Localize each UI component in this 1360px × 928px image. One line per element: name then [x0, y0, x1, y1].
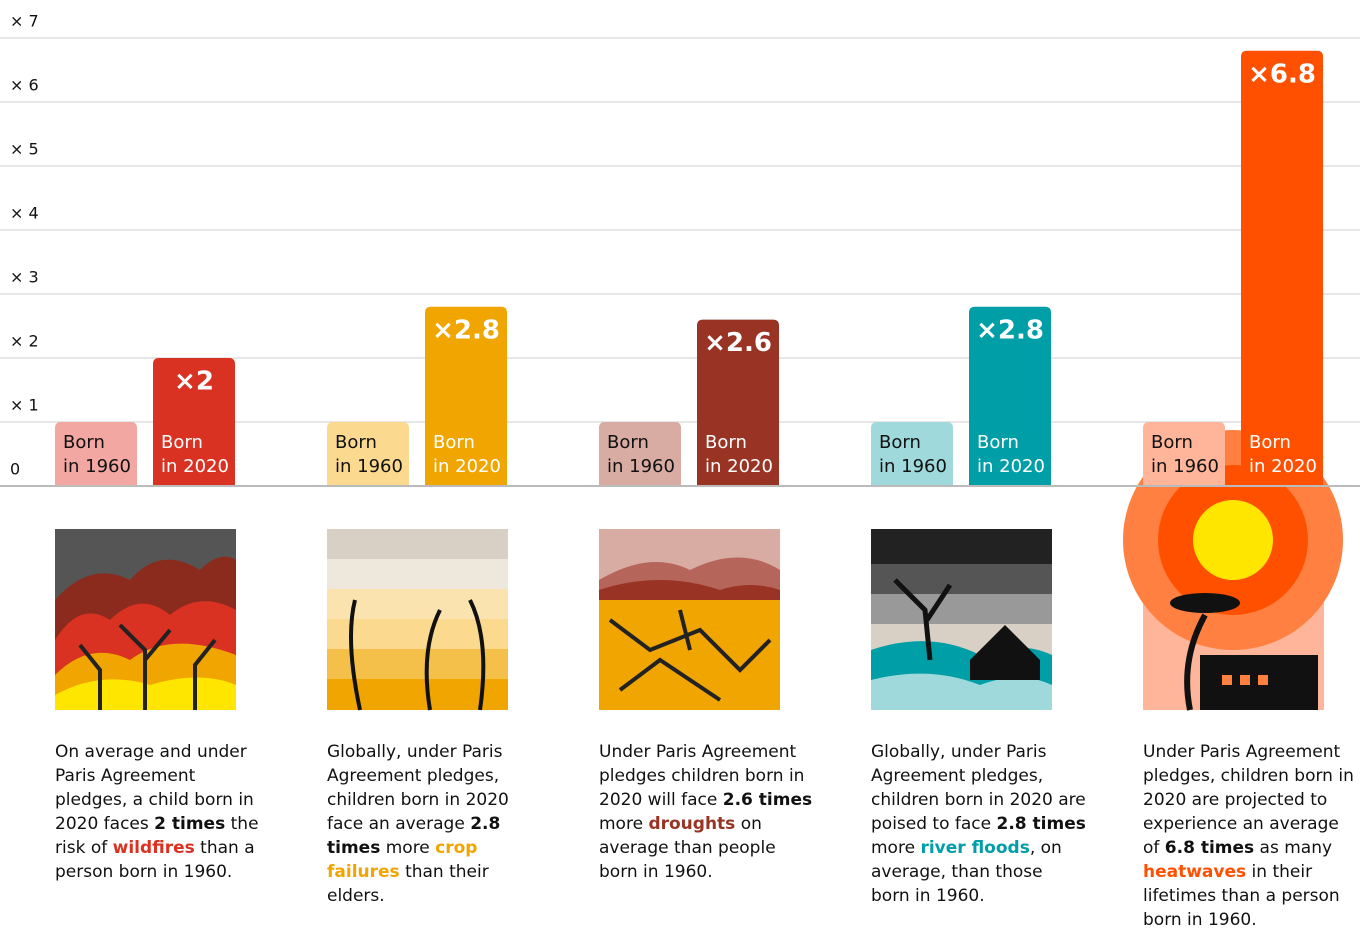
bar-label: Born in 1960	[335, 431, 403, 479]
y-tick-label: × 5	[10, 140, 39, 159]
y-tick-label: × 6	[10, 76, 39, 95]
caption: On average and under Paris Agreement ple…	[55, 740, 270, 884]
value-label: ×2.8	[432, 315, 500, 345]
y-tick-label: 0	[10, 460, 20, 479]
y-tick-label: × 4	[10, 204, 39, 223]
y-tick-label: × 2	[10, 332, 39, 351]
y-tick-label: × 3	[10, 268, 39, 287]
caption-text: as many	[1254, 838, 1332, 858]
y-tick-label: × 7	[10, 12, 39, 31]
caption-text: 2.6 times	[723, 790, 812, 810]
caption: Globally, under Paris Agreement pledges,…	[871, 740, 1086, 908]
caption-text: heatwaves	[1143, 862, 1246, 882]
caption-text: wildfires	[113, 838, 195, 858]
value-label: ×6.8	[1248, 59, 1316, 89]
caption-text: river floods	[920, 838, 1029, 858]
caption-text: more	[871, 838, 920, 858]
page: 0 × 1 × 2 × 3 × 4 × 5 × 6 × 7 ×2 ×2.8 ×2.6 ×2.8 ×6.8…	[0, 0, 1360, 928]
bar-label: Born in 2020	[433, 431, 501, 479]
caption: Under Paris Agreement pledges children b…	[599, 740, 814, 884]
value-label: ×2.8	[976, 315, 1044, 345]
bar-label: Born in 1960	[879, 431, 947, 479]
caption: Under Paris Agreement pledges, children …	[1143, 740, 1358, 928]
bar-label: Born in 2020	[1249, 431, 1317, 479]
bar	[1241, 51, 1323, 486]
value-label: ×2.6	[704, 328, 772, 358]
bar-label: Born in 2020	[161, 431, 229, 479]
bar-label: Born in 2020	[705, 431, 773, 479]
bar-label: Born in 1960	[1151, 431, 1219, 479]
caption-text: more	[380, 838, 435, 858]
caption-text: droughts	[648, 814, 735, 834]
caption-text: 6.8 times	[1165, 838, 1254, 858]
bar-label: Born in 2020	[977, 431, 1045, 479]
caption-text: 2 times	[154, 814, 225, 834]
y-tick-label: × 1	[10, 396, 39, 415]
value-label: ×2	[174, 367, 214, 397]
caption: Globally, under Paris Agreement pledges,…	[327, 740, 542, 908]
caption-text: more	[599, 814, 648, 834]
bar-label: Born in 1960	[63, 431, 131, 479]
bar-label: Born in 1960	[607, 431, 675, 479]
caption-text: 2.8 times	[997, 814, 1086, 834]
